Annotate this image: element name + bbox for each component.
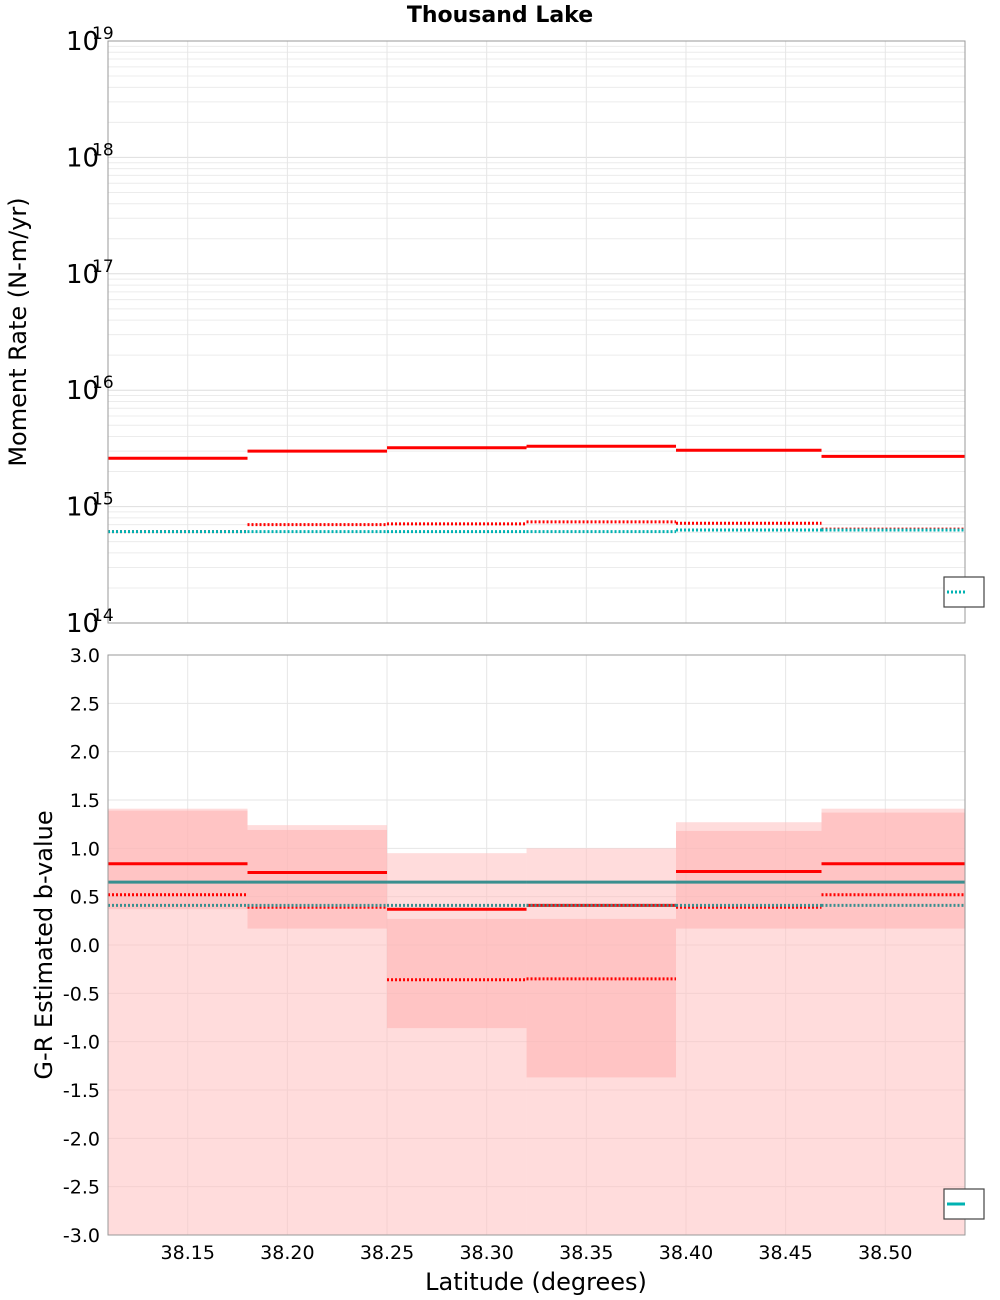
x-tick-label: 38.35 <box>559 1242 613 1264</box>
moment-rate-grid <box>108 40 965 624</box>
b-value-y-axis-label: G-R Estimated b-value <box>30 810 58 1079</box>
b-value-band-1 <box>387 918 527 1029</box>
y-tick-exponent: 15 <box>92 490 114 510</box>
y-tick-exponent: 16 <box>92 373 114 393</box>
b-value-plot-frame <box>107 654 966 1236</box>
y-tick-label: -1.5 <box>63 1080 100 1102</box>
x-tick-label: 38.25 <box>360 1242 414 1264</box>
y-tick-label: -2.0 <box>63 1128 100 1150</box>
b-value-series <box>108 862 965 982</box>
b-value-band-0 <box>387 853 527 1235</box>
y-tick-label: 2.5 <box>70 693 100 715</box>
b-value-bands <box>108 808 965 1235</box>
y-tick-label: -1.0 <box>63 1032 100 1054</box>
x-axis-label: Latitude (degrees) <box>425 1268 647 1296</box>
b-value-legend <box>943 1188 985 1220</box>
y-tick-label: 1.5 <box>70 790 100 812</box>
x-tick-label: 38.20 <box>260 1242 314 1264</box>
y-tick-base: 10 <box>66 376 99 406</box>
x-tick-label: 38.15 <box>161 1242 215 1264</box>
b-value-panel: -3.0 -2.5 -2.0 -1.5 -1.0 -0.5 0.0 0.5 1.0 1.5 2.0 2… <box>30 645 985 1296</box>
b-value-y-ticks: -3.0 -2.5 -2.0 -1.5 -1.0 -0.5 0.0 0.5 1.0 1.5 2.0 2… <box>63 645 100 1247</box>
y-tick-base: 10 <box>66 609 99 639</box>
moment-rate-legend <box>943 576 985 608</box>
y-tick-base: 10 <box>66 493 99 523</box>
y-tick-label: 3.0 <box>70 645 100 667</box>
x-tick-label: 38.45 <box>758 1242 812 1264</box>
y-tick-base: 10 <box>66 27 99 57</box>
x-tick-label: 38.30 <box>459 1242 513 1264</box>
y-tick-label: -0.5 <box>63 983 100 1005</box>
latitude-x-ticks: 38.15 38.20 38.25 38.30 38.35 38.40 38.45 38.50 <box>161 1242 913 1264</box>
b-value-band-1 <box>821 812 965 929</box>
moment-rate-y-axis-label: Moment Rate (N-m/yr) <box>4 197 32 466</box>
y-tick-label: 2.0 <box>70 742 100 764</box>
moment-rate-series <box>108 444 965 534</box>
y-tick-label: -3.0 <box>63 1225 100 1247</box>
y-tick-base: 10 <box>66 260 99 290</box>
b-value-band-1 <box>676 830 822 929</box>
y-tick-exponent: 19 <box>92 24 114 44</box>
x-tick-label: 38.50 <box>858 1242 912 1264</box>
y-tick-exponent: 17 <box>92 257 114 277</box>
y-tick-exponent: 18 <box>92 140 114 160</box>
y-tick-base: 10 <box>66 143 99 173</box>
moment-rate-plot-frame <box>107 40 966 624</box>
b-value-band-1 <box>526 918 677 1078</box>
y-tick-label: -2.5 <box>63 1177 100 1199</box>
y-tick-label: 1.0 <box>70 838 100 860</box>
b-value-band-1 <box>247 829 388 929</box>
chart-title: Thousand Lake <box>407 3 593 28</box>
y-tick-exponent: 14 <box>92 606 114 626</box>
y-tick-label: 0.5 <box>70 887 100 909</box>
x-tick-label: 38.40 <box>659 1242 713 1264</box>
y-tick-label: 0.0 <box>70 935 100 957</box>
b-value-band-1 <box>108 810 248 910</box>
